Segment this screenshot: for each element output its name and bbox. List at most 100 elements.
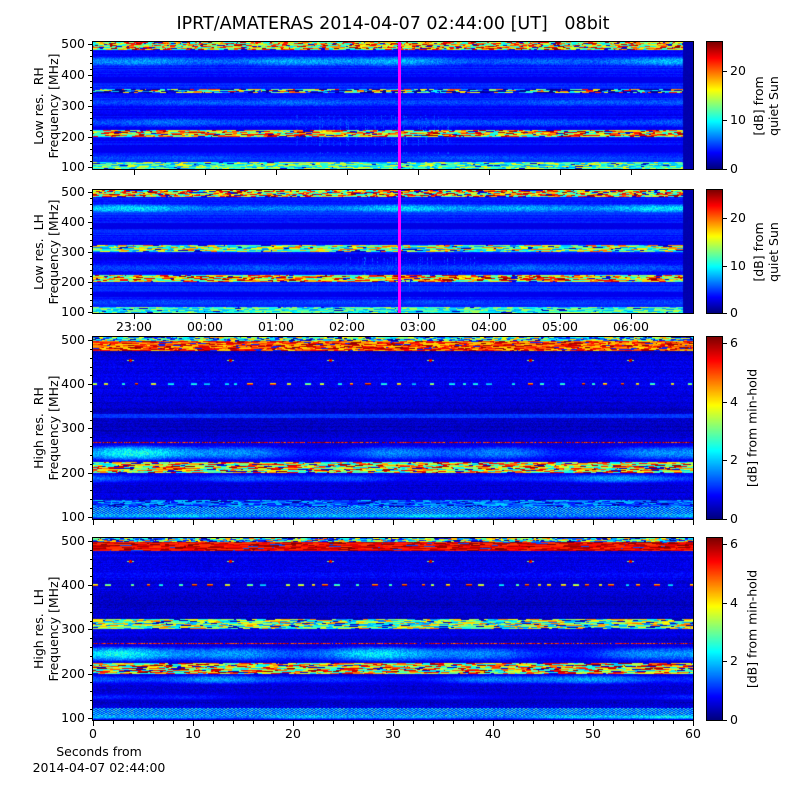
y-minortick-low-res-lh: [90, 246, 93, 247]
y-tick-label-low-res-lh: 400: [61, 213, 85, 229]
y-tick-high-res-lh: [88, 541, 93, 542]
x-minortick-high-res-rh: [113, 520, 114, 523]
y-minortick-high-res-lh: [90, 638, 93, 639]
y-tick-label-low-res-rh: 200: [61, 128, 85, 144]
x-tick-high-res-lh: [493, 721, 494, 726]
colorbar-tick-high-res-lh: [723, 661, 727, 662]
x-minortick-high-res-lh: [113, 721, 114, 724]
x-minortick-high-res-rh: [473, 520, 474, 523]
x-minortick-high-res-lh: [453, 721, 454, 724]
x-tick-high-res-rh: [693, 520, 694, 525]
x-tick-low-res-lh: [418, 314, 419, 319]
x-tick-low-res-lh: [631, 314, 632, 319]
x-tick-low-res-rh: [134, 170, 135, 175]
y-minortick-high-res-rh: [90, 508, 93, 509]
y-tick-label-high-res-rh: 400: [61, 376, 85, 392]
x-minortick-high-res-rh: [373, 520, 374, 523]
x-minortick-high-res-lh: [253, 721, 254, 724]
y-minortick-high-res-lh: [90, 568, 93, 569]
y-minortick-high-res-lh: [90, 559, 93, 560]
y-minortick-high-res-lh: [90, 594, 93, 595]
x-tick-label-low-res-lh: 06:00: [612, 319, 650, 334]
x-tick-label-high-res-lh: 10: [185, 726, 201, 741]
x-tick-high-res-lh: [293, 721, 294, 726]
y-minortick-low-res-lh: [90, 294, 93, 295]
y-minortick-high-res-lh: [90, 576, 93, 577]
y-tick-label-high-res-rh: 100: [61, 508, 85, 524]
colorbar-label-line2: quiet Sun: [766, 75, 781, 136]
x-tick-label-low-res-lh: 02:00: [328, 319, 366, 334]
y-minortick-low-res-lh: [90, 234, 93, 235]
x-minortick-high-res-lh: [333, 721, 334, 724]
y-tick-low-res-rh: [88, 137, 93, 138]
y-minortick-low-res-rh: [90, 118, 93, 119]
colorbar-tick-label-low-res-rh: 10: [730, 112, 746, 128]
x-minortick-high-res-lh: [613, 721, 614, 724]
y-minortick-high-res-rh: [90, 411, 93, 412]
colorbar-low-res-rh: [706, 41, 723, 170]
y-minortick-high-res-rh: [90, 455, 93, 456]
y-tick-label-low-res-rh: 500: [61, 36, 85, 52]
y-axis-label-line1: Low res. LH: [31, 213, 46, 290]
y-tick-low-res-lh: [88, 252, 93, 253]
y-minortick-high-res-lh: [90, 656, 93, 657]
x-minortick-high-res-rh: [433, 520, 434, 523]
colorbar-label-line1: [dB] from min-hold: [744, 569, 760, 689]
x-tick-high-res-rh: [393, 520, 394, 525]
x-tick-label-low-res-lh: 23:00: [115, 319, 153, 334]
x-tick-label-low-res-lh: 05:00: [541, 319, 579, 334]
x-tick-low-res-lh: [347, 314, 348, 319]
x-tick-high-res-rh: [593, 520, 594, 525]
colorbar-tick-low-res-lh: [723, 218, 727, 219]
y-tick-high-res-lh: [88, 674, 93, 675]
y-minortick-high-res-rh: [90, 358, 93, 359]
y-minortick-high-res-lh: [90, 550, 93, 551]
y-tick-label-low-res-rh: 400: [61, 66, 85, 82]
x-tick-label-high-res-lh: 60: [685, 726, 701, 741]
y-tick-label-low-res-lh: 100: [61, 303, 85, 319]
colorbar-label-line1: [dB] from: [751, 75, 766, 136]
y-minortick-low-res-lh: [90, 300, 93, 301]
x-minortick-high-res-rh: [673, 520, 674, 523]
colorbar-label-high-res-rh: [dB] from min-hold: [745, 369, 760, 487]
x-tick-low-res-rh: [276, 170, 277, 175]
x-minortick-high-res-lh: [213, 721, 214, 724]
x-tick-high-res-lh: [193, 721, 194, 726]
y-minortick-low-res-rh: [90, 100, 93, 101]
x-tick-high-res-lh: [93, 721, 94, 726]
spectrogram-high-res-rh: [92, 336, 694, 520]
x-tick-label-low-res-lh: 01:00: [257, 319, 295, 334]
x-axis-caption-line2: 2014-04-07 02:44:00: [32, 759, 166, 775]
colorbar-tick-label-high-res-rh: 2: [730, 452, 738, 468]
x-minortick-high-res-rh: [133, 520, 134, 523]
x-minortick-high-res-lh: [553, 721, 554, 724]
y-minortick-high-res-rh: [90, 481, 93, 482]
x-minortick-high-res-lh: [573, 721, 574, 724]
y-minortick-low-res-lh: [90, 264, 93, 265]
y-minortick-low-res-rh: [90, 69, 93, 70]
x-minortick-high-res-rh: [213, 520, 214, 523]
x-tick-low-res-rh: [489, 170, 490, 175]
colorbar-tick-high-res-lh: [723, 544, 727, 545]
x-tick-label-high-res-lh: 40: [485, 726, 501, 741]
y-tick-label-high-res-lh: 400: [61, 577, 85, 593]
x-minortick-high-res-rh: [513, 520, 514, 523]
spectrogram-high-res-lh: [92, 537, 694, 721]
x-minortick-high-res-lh: [513, 721, 514, 724]
x-axis-caption: Seconds from 2014-04-07 02:44:00: [25, 744, 173, 775]
colorbar-tick-low-res-rh: [723, 169, 727, 170]
x-minortick-high-res-lh: [433, 721, 434, 724]
y-minortick-low-res-lh: [90, 216, 93, 217]
y-tick-low-res-lh: [88, 312, 93, 313]
y-minortick-low-res-rh: [90, 149, 93, 150]
y-minortick-high-res-rh: [90, 446, 93, 447]
colorbar-low-res-lh: [706, 189, 723, 314]
y-minortick-low-res-rh: [90, 63, 93, 64]
y-tick-low-res-rh: [88, 75, 93, 76]
colorbar-tick-label-low-res-rh: 0: [730, 161, 738, 176]
y-minortick-high-res-lh: [90, 603, 93, 604]
x-minortick-high-res-rh: [553, 520, 554, 523]
x-minortick-high-res-rh: [233, 520, 234, 523]
x-tick-high-res-rh: [293, 520, 294, 525]
y-tick-high-res-lh: [88, 629, 93, 630]
